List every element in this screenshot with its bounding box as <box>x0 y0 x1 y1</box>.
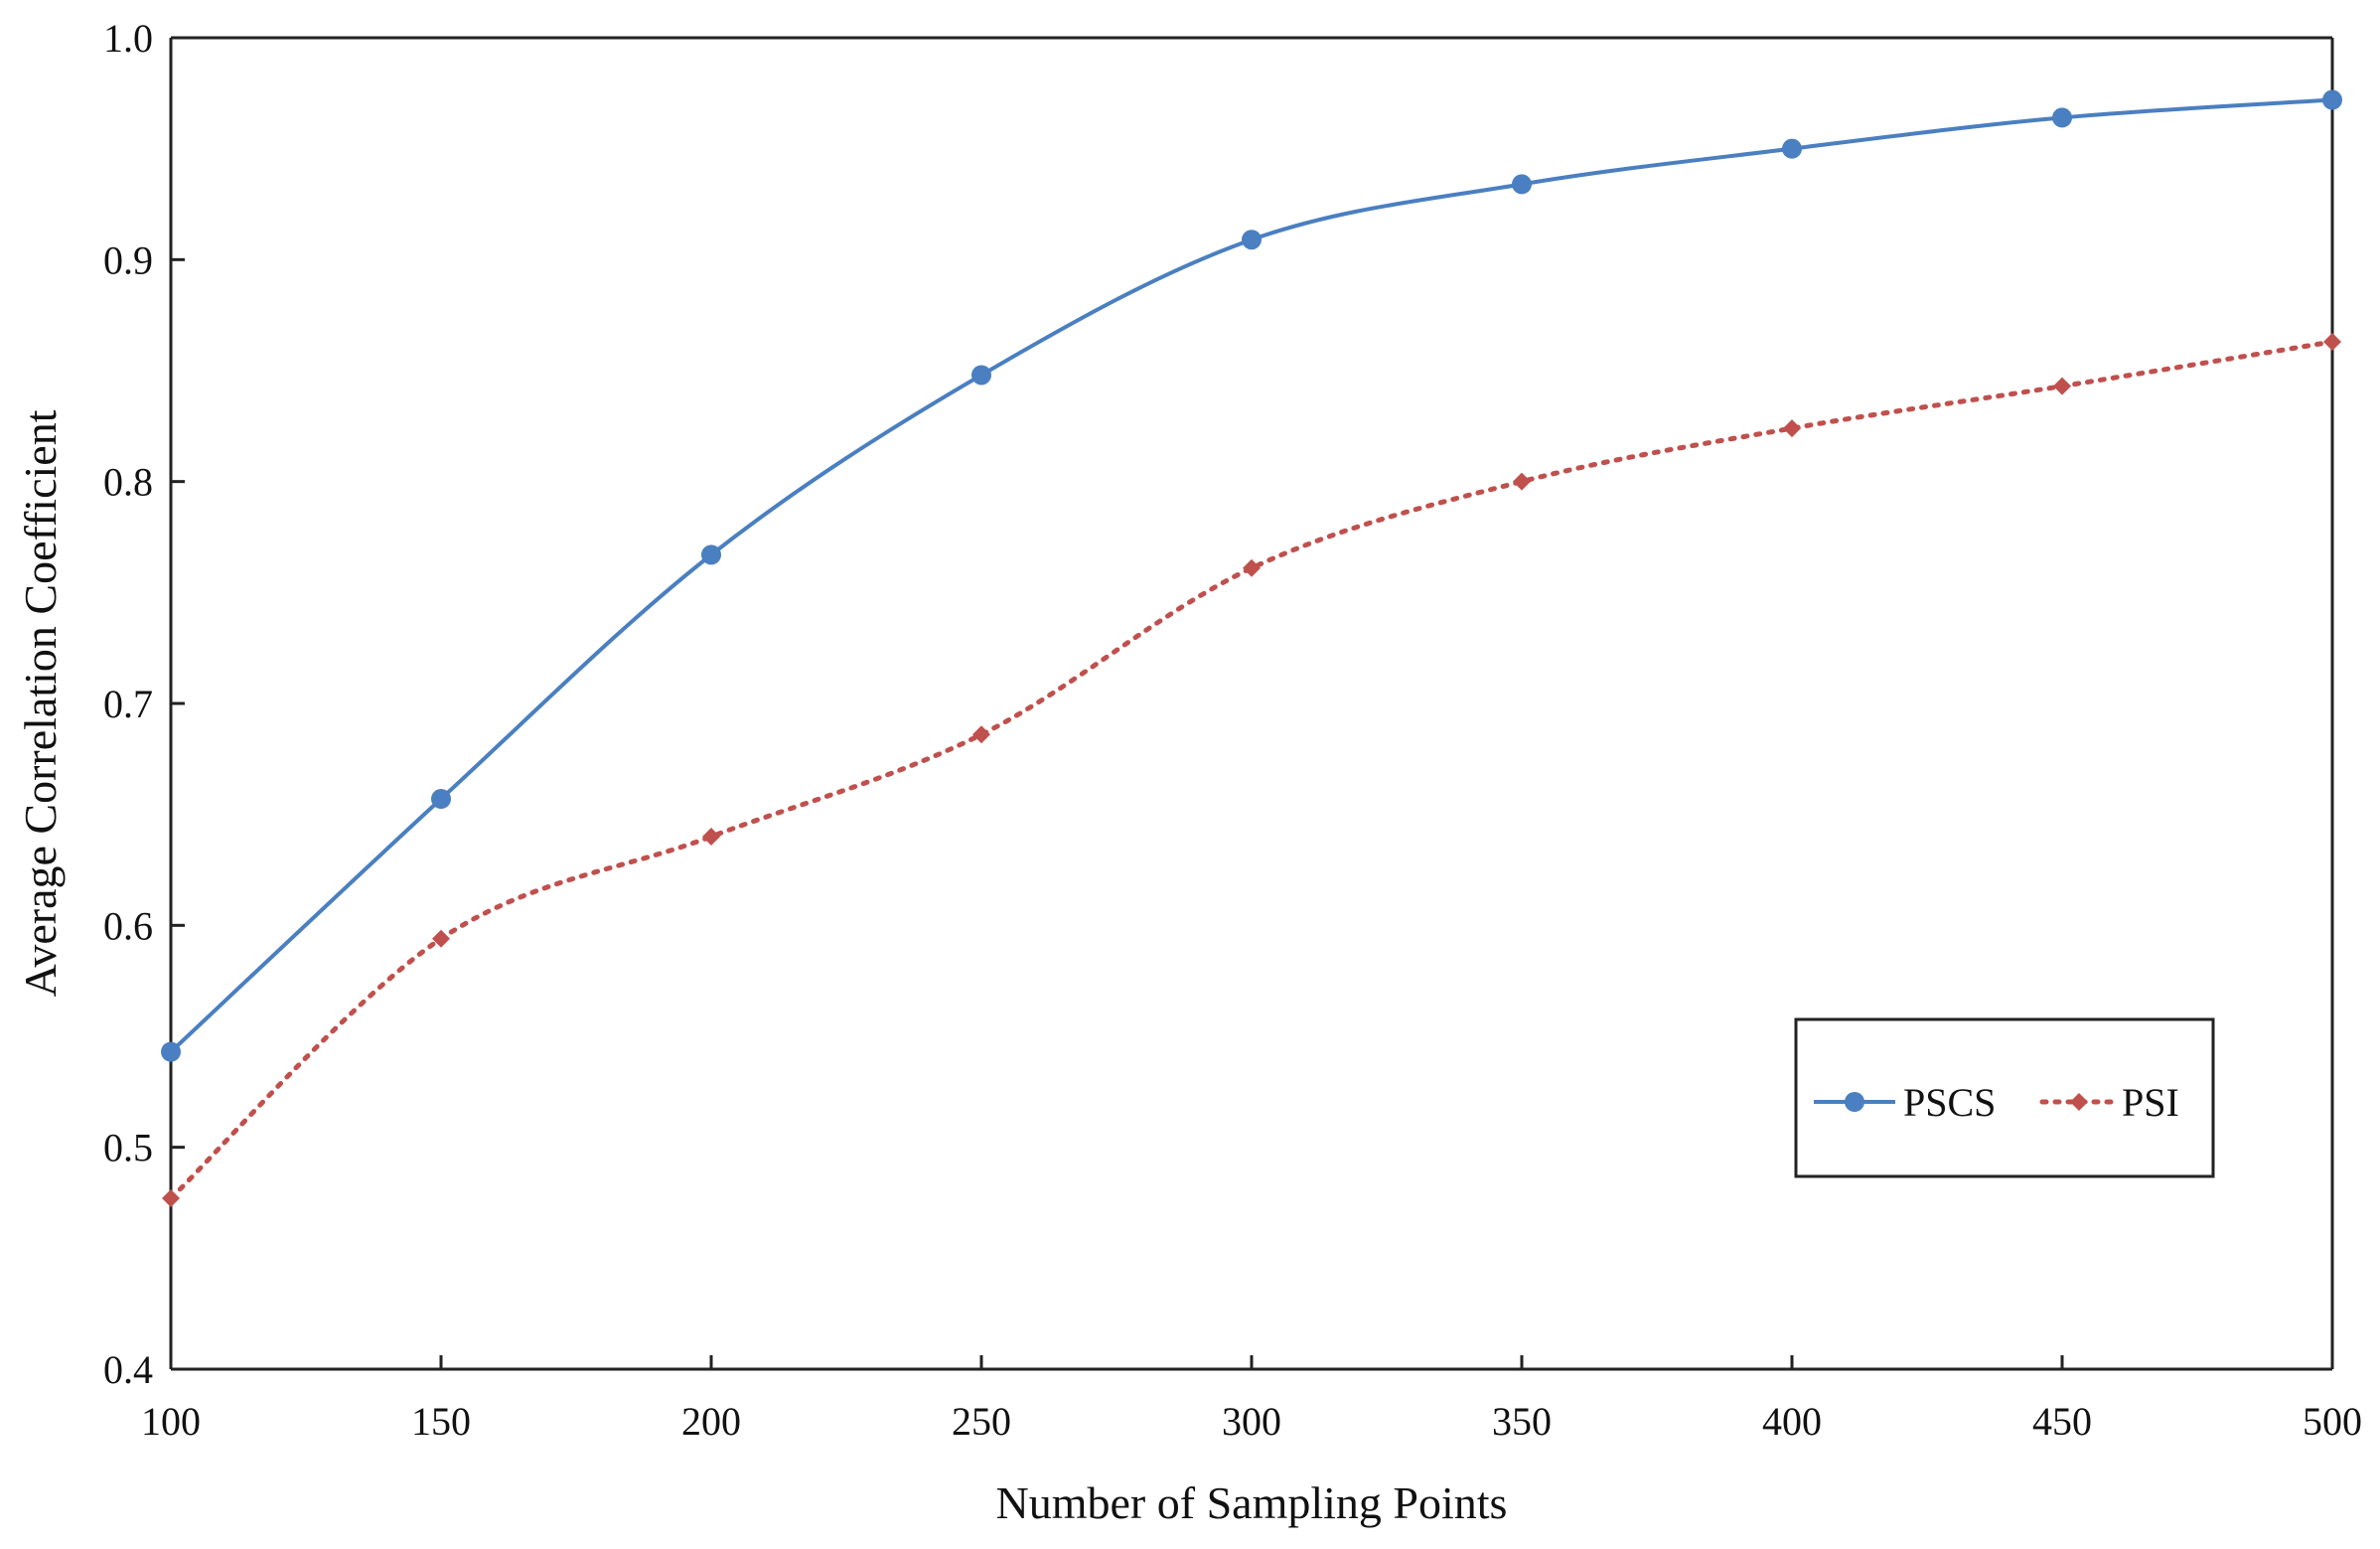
series-line-psi <box>168 339 2335 1201</box>
data-point-pscs <box>1782 138 1802 159</box>
legend: PSCS PSI <box>1794 1017 2215 1178</box>
data-point-psi <box>1243 558 1261 577</box>
data-point-psi <box>432 929 450 948</box>
series-psi <box>162 332 2341 1208</box>
data-point-pscs <box>161 1041 181 1062</box>
x-tick-label: 250 <box>952 1399 1011 1444</box>
data-point-psi <box>2053 377 2071 395</box>
x-tick-label: 200 <box>681 1399 741 1444</box>
legend-box <box>1794 1017 2215 1178</box>
legend-item-pscs: PSCS <box>1814 1080 1996 1125</box>
series-pscs <box>161 89 2342 1062</box>
x-axis-title: Number of Sampling Points <box>996 1477 1508 1528</box>
x-tick-label: 300 <box>1222 1399 1281 1444</box>
y-axis-title: Average Correlation Coefficient <box>15 409 66 997</box>
legend-swatch-marker <box>2070 1093 2088 1111</box>
data-point-pscs <box>431 789 451 810</box>
data-point-psi <box>1783 419 1801 438</box>
legend-label: PSI <box>2122 1080 2179 1125</box>
data-point-psi <box>2323 332 2341 351</box>
y-tick-label: 0.5 <box>103 1126 153 1170</box>
data-point-pscs <box>701 544 721 565</box>
x-tick-label: 400 <box>1762 1399 1822 1444</box>
legend-item-psi: PSI <box>2039 1080 2179 1125</box>
data-point-pscs <box>1242 230 1262 250</box>
y-tick-label: 0.6 <box>103 903 153 948</box>
legend-label: PSCS <box>1903 1080 1996 1125</box>
data-point-psi <box>162 1189 180 1208</box>
data-point-psi <box>1513 472 1531 491</box>
data-point-pscs <box>2052 107 2072 128</box>
data-point-psi <box>702 828 720 846</box>
y-tick-label: 0.8 <box>103 460 153 505</box>
data-point-pscs <box>971 365 991 386</box>
y-tick-label: 0.7 <box>103 682 153 726</box>
y-tick-label: 0.4 <box>103 1347 153 1392</box>
axes: 0.4 0.5 0.6 0.7 0.8 0.9 1.0 100 150 200 250 300 350 4… <box>103 16 2362 1444</box>
y-tick-label: 0.9 <box>103 237 153 282</box>
data-point-pscs <box>1512 174 1532 195</box>
x-tick-label: 500 <box>2303 1399 2362 1444</box>
data-point-psi <box>972 725 990 744</box>
legend-swatch-marker <box>1845 1092 1864 1112</box>
x-tick-label: 150 <box>411 1399 471 1444</box>
y-tick-label: 1.0 <box>103 16 153 61</box>
x-tick-label: 450 <box>2032 1399 2092 1444</box>
series-layer <box>161 89 2342 1208</box>
series-line-pscs <box>169 97 2333 1054</box>
data-point-pscs <box>2322 89 2342 110</box>
x-tick-label: 100 <box>141 1399 201 1444</box>
x-tick-label: 350 <box>1492 1399 1552 1444</box>
